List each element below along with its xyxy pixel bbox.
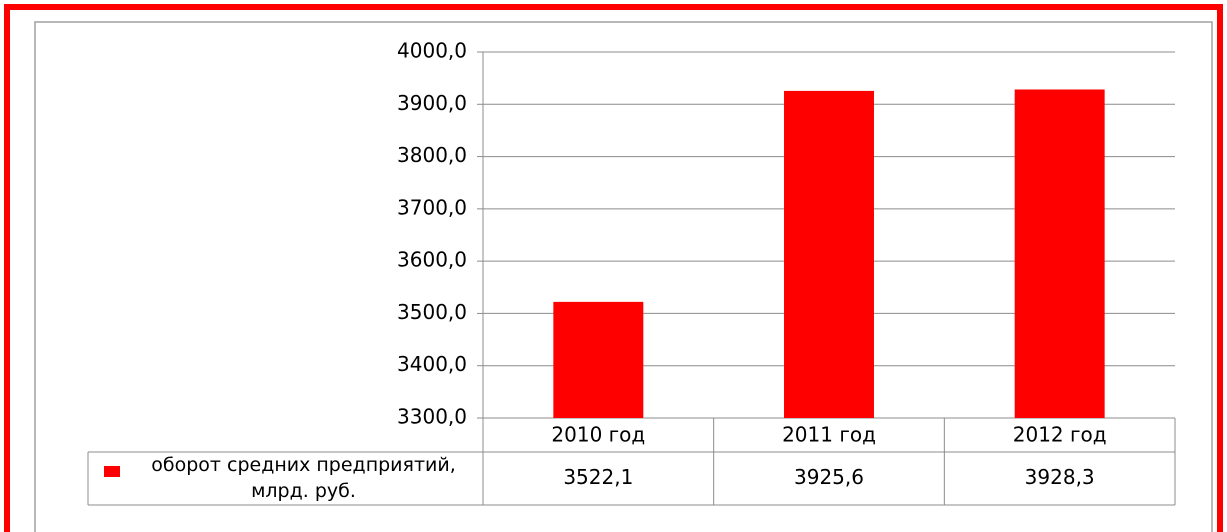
legend-key: [104, 466, 120, 477]
y-tick-label: 3800,0: [397, 143, 467, 167]
value-label: 3522,1: [563, 465, 633, 489]
y-tick-label: 3900,0: [397, 91, 467, 115]
frame: [4, 4, 1223, 532]
legend-cell: оборот средних предприятий, млрд. руб.: [151, 454, 456, 502]
x-tick-label: 2011 год: [782, 423, 876, 447]
y-tick-label: 3500,0: [397, 300, 467, 324]
y-tick-label: 3400,0: [397, 352, 467, 376]
bar: [1014, 89, 1105, 418]
legend-label: оборот средних предприятий, млрд. руб.: [151, 454, 456, 502]
value-label: 3925,6: [794, 465, 864, 489]
chart-border: [34, 21, 1213, 532]
x-tick-label: 2012 год: [1013, 423, 1107, 447]
value-label: 3928,3: [1025, 465, 1095, 489]
bar: [784, 90, 874, 418]
y-tick-label: 3700,0: [397, 195, 467, 219]
y-tick-label: 3600,0: [397, 248, 467, 272]
bar: [553, 301, 644, 418]
y-tick-label: 3300,0: [397, 405, 467, 429]
x-tick-label: 2010 год: [551, 423, 645, 447]
y-tick-label: 4000,0: [397, 39, 467, 63]
